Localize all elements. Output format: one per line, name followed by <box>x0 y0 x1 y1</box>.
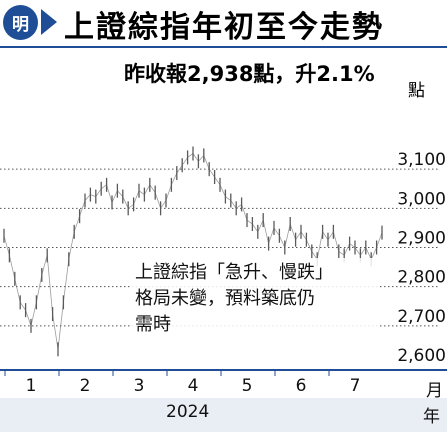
y-tick-label: 2,700 <box>397 307 446 327</box>
year-label: 2024 <box>166 402 210 422</box>
x-tick-label: 4 <box>188 376 199 396</box>
y-tick-layer: 3,100 3,000 2,900 2,800 2,700 2,600 <box>397 150 446 366</box>
y-tick-label: 3,100 <box>397 150 446 170</box>
commentary-line-2: 格局未變，預料築底仍 <box>135 288 315 309</box>
series-layer <box>3 146 383 357</box>
commentary-box: 上證綜指「急升、慢跌」 格局未變，預料築底仍 需時 <box>132 258 378 340</box>
x-tick-label: 5 <box>242 376 253 396</box>
x-tick-label: 3 <box>134 376 145 396</box>
x-tick-label: 7 <box>350 376 361 396</box>
x-tick-label: 1 <box>26 376 37 396</box>
year-unit: 年 <box>423 407 440 427</box>
y-tick-label: 2,800 <box>397 268 446 288</box>
close-annotation: 昨收報2,938點，升2.1% <box>124 62 375 86</box>
brand-logo-icon: 明 <box>3 5 38 40</box>
title-arrow-icon <box>41 9 57 35</box>
series-line <box>3 152 383 350</box>
y-axis-unit: 點 <box>408 81 425 101</box>
chart-title: 上證綜指年初至今走勢 <box>64 10 384 45</box>
y-tick-label: 3,000 <box>397 189 446 209</box>
title-rule <box>0 46 447 48</box>
x-axis-unit: 月 <box>426 381 443 401</box>
footer-band <box>0 398 447 432</box>
x-tick-label: 2 <box>80 376 91 396</box>
y-tick-label: 2,900 <box>397 229 446 249</box>
y-tick-label: 2,600 <box>397 346 446 366</box>
commentary-line-3: 需時 <box>135 314 171 335</box>
x-tick-label: 6 <box>296 376 307 396</box>
x-tick-layer: 1 2 3 4 5 6 7 <box>4 370 361 396</box>
commentary-line-1: 上證綜指「急升、慢跌」 <box>135 262 333 283</box>
